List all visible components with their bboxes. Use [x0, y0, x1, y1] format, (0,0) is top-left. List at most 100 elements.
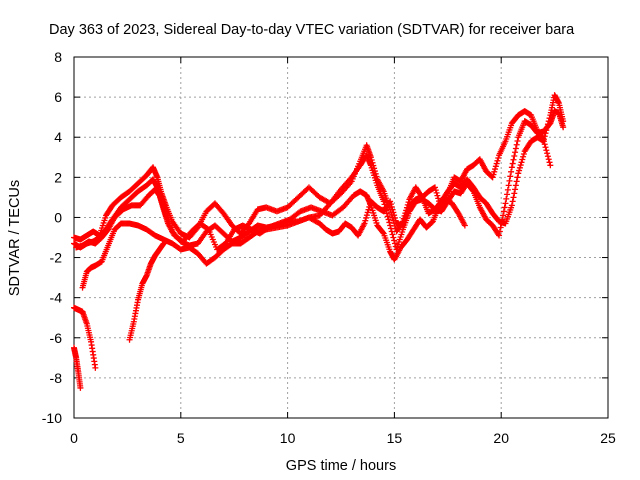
data-series [71, 92, 567, 391]
data-point [390, 209, 397, 216]
data-point [541, 141, 548, 148]
data-point [204, 225, 211, 232]
data-point [387, 222, 394, 229]
data-point [518, 159, 525, 166]
data-point [504, 191, 511, 198]
data-point [509, 160, 516, 167]
data-point [500, 212, 507, 219]
y-tick-label: -4 [50, 290, 63, 306]
x-tick-label: 25 [600, 430, 616, 446]
data-point [509, 198, 516, 205]
data-point [506, 177, 513, 184]
data-point [384, 213, 391, 220]
data-point [511, 153, 518, 160]
data-point [560, 124, 567, 131]
data-point [493, 160, 500, 167]
data-point [510, 194, 517, 201]
data-point [496, 232, 503, 239]
data-point [490, 171, 497, 178]
data-point [515, 170, 522, 177]
series-track-6 [71, 344, 84, 391]
chart-title: Day 363 of 2023, Sidereal Day-to-day VTE… [49, 22, 575, 38]
y-tick-label: 6 [54, 89, 62, 105]
data-point [387, 201, 394, 208]
data-point [489, 174, 496, 181]
x-axis-title: GPS time / hours [286, 458, 396, 474]
data-point [389, 206, 396, 213]
data-point [391, 237, 398, 244]
data-point [514, 174, 521, 181]
y-tick-label: -8 [50, 370, 63, 386]
axis-ticks [73, 56, 609, 419]
data-point [379, 229, 386, 236]
y-tick-label: -10 [42, 410, 62, 426]
data-point [519, 156, 526, 163]
y-tick-label: -2 [50, 250, 63, 266]
data-point [495, 155, 502, 162]
data-point [547, 162, 554, 169]
data-point [540, 138, 547, 145]
data-point [491, 168, 498, 175]
y-tick-label: 2 [54, 169, 62, 185]
y-tick-label: 4 [54, 129, 62, 145]
data-point [92, 364, 99, 371]
series-track-4 [79, 134, 554, 291]
data-point [390, 234, 397, 241]
data-point [365, 206, 372, 213]
data-point [385, 216, 392, 223]
data-point [544, 150, 551, 157]
data-point [501, 204, 508, 211]
data-point [520, 151, 527, 158]
data-point [517, 162, 524, 169]
data-point [391, 214, 398, 221]
data-point [512, 186, 519, 193]
data-point [383, 210, 390, 217]
data-point [508, 202, 515, 209]
data-point [492, 166, 499, 173]
data-point [160, 240, 167, 247]
y-tick-label: -6 [50, 330, 63, 346]
y-tick-label: 0 [54, 209, 62, 225]
data-point [434, 192, 441, 199]
data-point [516, 167, 523, 174]
x-tick-label: 10 [280, 430, 296, 446]
data-point [511, 190, 518, 197]
data-point [545, 156, 552, 163]
data-point [512, 145, 519, 152]
data-point [544, 153, 551, 160]
data-point [386, 219, 393, 226]
data-point [505, 182, 512, 189]
data-point [513, 141, 520, 148]
data-point [512, 182, 519, 189]
data-point [380, 198, 387, 205]
series-track-7 [126, 240, 167, 343]
data-point [392, 217, 399, 224]
y-axis-tick-labels: -10 -8 -6 -4 -2 0 2 4 6 8 [42, 49, 62, 426]
data-point [364, 209, 371, 216]
y-axis-title: SDTVAR / TECUs [7, 180, 23, 296]
data-point [512, 149, 519, 156]
data-point [387, 225, 394, 232]
y-tick-label: 8 [54, 49, 62, 65]
data-point [361, 220, 368, 227]
data-point [507, 173, 514, 180]
data-point [389, 231, 396, 238]
data-point [508, 168, 515, 175]
data-point [513, 178, 520, 185]
data-point [391, 212, 398, 219]
data-point [494, 157, 501, 164]
data-point [492, 163, 499, 170]
data-point [366, 203, 373, 210]
data-point [77, 384, 84, 391]
data-point [363, 214, 370, 221]
series-track-5 [71, 304, 99, 371]
data-point [363, 212, 370, 219]
data-point [543, 147, 550, 154]
data-point [502, 200, 509, 207]
data-point [546, 159, 553, 166]
data-point [497, 224, 504, 231]
data-point [514, 137, 521, 144]
data-point [391, 240, 398, 247]
x-axis-tick-labels: 0 5 10 15 20 25 [70, 430, 616, 446]
